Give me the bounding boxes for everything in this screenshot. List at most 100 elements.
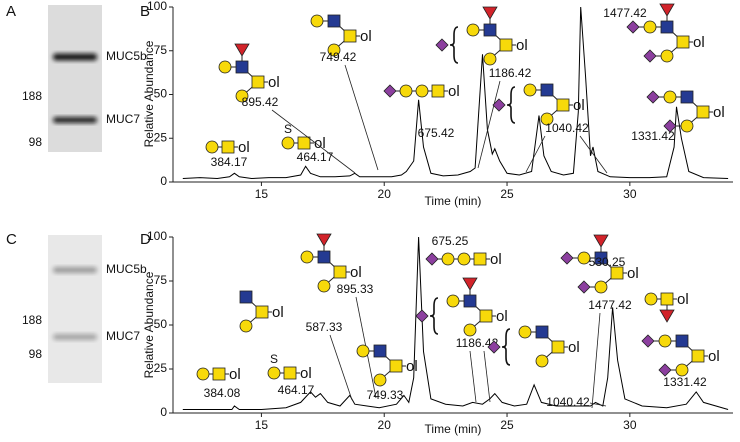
glycan-diamond	[492, 98, 506, 112]
glycan-circle	[235, 89, 249, 103]
glycan-diamond	[383, 84, 397, 98]
peak-label: 675.42	[418, 126, 455, 140]
glycan-diamond	[641, 334, 655, 348]
glycan-circle	[218, 60, 232, 74]
alditol-label: ol	[229, 366, 241, 383]
glycan-square	[691, 349, 705, 363]
peak-label: 384.17	[211, 155, 248, 169]
glycan-triangle	[659, 3, 675, 17]
glycan-diamond	[663, 119, 677, 133]
glycan-circle	[373, 373, 387, 387]
peak-label: 464.17	[278, 383, 315, 397]
glycan-square	[297, 136, 311, 150]
peak-label: 464.17	[297, 150, 334, 164]
panel-letter: C	[6, 231, 17, 248]
glycan-circle	[658, 334, 672, 348]
glycan-circle	[267, 366, 281, 380]
peak-label: 384.08	[204, 386, 241, 400]
alditol-label: ol	[677, 291, 689, 308]
leader-line	[579, 135, 608, 174]
x-tick-label: 20	[378, 418, 392, 432]
glycan-diamond	[415, 309, 429, 323]
alditol-label: ol	[713, 104, 725, 121]
trace	[182, 236, 729, 410]
alditol-label: ol	[573, 97, 585, 114]
alditol-label: ol	[627, 265, 639, 282]
leader-line	[591, 312, 601, 409]
glycan-square	[479, 309, 493, 323]
x-axis-label: Time (min)	[425, 194, 482, 208]
glycan-square	[483, 23, 497, 37]
glycan-circle	[196, 367, 210, 381]
glycan-triangle	[316, 233, 332, 247]
x-tick-label: 15	[255, 187, 269, 201]
glycan-circle	[535, 354, 549, 368]
peak-label: 530.25	[589, 255, 626, 269]
sulfate-label: S	[270, 352, 278, 366]
panel-letter: D	[140, 231, 151, 248]
glycan-square	[327, 14, 341, 28]
leader-line	[469, 350, 477, 403]
glycan-circle	[356, 344, 370, 358]
glycan-circle	[317, 279, 331, 293]
peak-label: 1040.42	[546, 395, 590, 409]
gel-lane	[48, 235, 102, 383]
glycan-square	[675, 334, 689, 348]
y-axis-label: Relative Abundance	[142, 271, 156, 378]
glycan-circle	[463, 323, 477, 337]
x-tick-label: 30	[623, 187, 637, 201]
leader-line	[525, 135, 546, 173]
glycan-square	[317, 250, 331, 264]
glycan-circle	[644, 292, 658, 306]
glycan-square	[221, 140, 235, 154]
glycan-square	[239, 290, 253, 304]
gel-band	[53, 53, 97, 61]
peak-label: 895.33	[337, 282, 374, 296]
alditol-label: ol	[568, 339, 580, 356]
leader-line	[344, 64, 379, 171]
glycan-square	[373, 344, 387, 358]
glycan-circle	[540, 112, 554, 126]
glycan-circle	[523, 83, 537, 97]
peak-label: 1331.42	[631, 129, 675, 143]
x-tick-label: 30	[623, 418, 637, 432]
glycan-triangle	[462, 277, 478, 291]
alditol-label: ol	[314, 135, 326, 152]
glycan-circle	[594, 280, 608, 294]
peak-label: 1477.42	[603, 6, 647, 20]
brace	[449, 26, 459, 64]
brace	[506, 86, 516, 124]
alditol-label: ol	[708, 348, 720, 365]
glycan-diamond	[626, 20, 640, 34]
glycan-square	[212, 367, 226, 381]
peak-label: 1186.42	[489, 66, 532, 80]
glycan-square	[551, 340, 565, 354]
y-tick-label: 25	[154, 361, 168, 375]
glycan-circle	[663, 90, 677, 104]
marker-label: 188	[22, 313, 42, 327]
glycan-circle	[327, 43, 341, 57]
glycan-square	[473, 252, 487, 266]
glycan-square	[594, 251, 608, 265]
y-tick-label: 75	[154, 43, 168, 57]
band-label: MUC5b	[106, 262, 147, 276]
peak-label: 1477.42	[588, 298, 632, 312]
peak-label: 749.33	[367, 388, 404, 402]
x-tick-label: 25	[500, 418, 514, 432]
y-tick-label: 25	[154, 130, 168, 144]
glycan-square	[463, 294, 477, 308]
glycan-square	[556, 98, 570, 112]
glycan-circle	[399, 84, 413, 98]
glycan-square	[251, 75, 265, 89]
leader-line	[477, 80, 501, 169]
peak-label: 1040.42	[545, 121, 589, 135]
glycan-circle	[415, 84, 429, 98]
glycan-circle	[483, 52, 497, 66]
glycan-square	[660, 292, 674, 306]
peak-label: 1331.42	[663, 375, 707, 389]
y-tick-label: 75	[154, 273, 168, 287]
leader-line	[329, 334, 353, 401]
glycan-diamond	[487, 340, 501, 354]
y-tick-label: 0	[160, 405, 167, 419]
